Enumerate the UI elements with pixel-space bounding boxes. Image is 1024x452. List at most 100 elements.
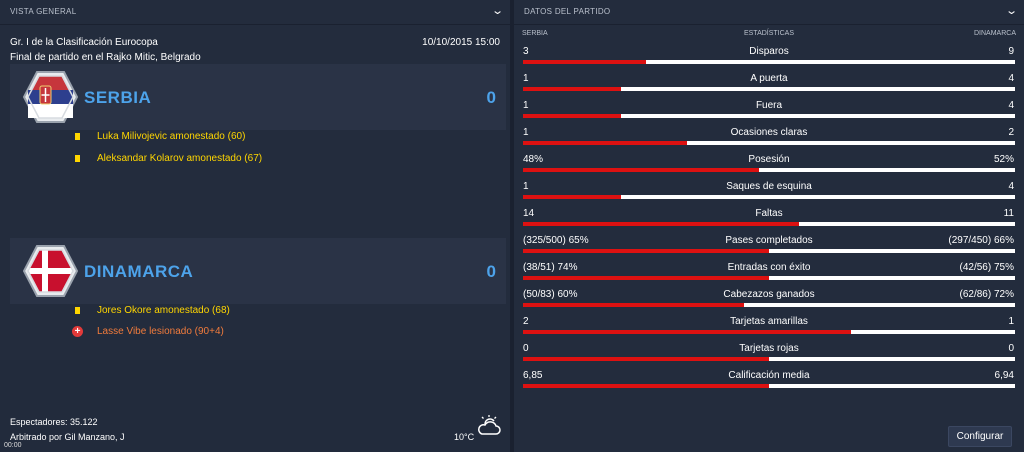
stat-away-value: (42/56) 75%	[959, 262, 1014, 273]
stat-home-value: 2	[523, 316, 529, 327]
overview-title: VISTA GENERAL	[10, 7, 77, 16]
yellow-card-icon	[75, 155, 80, 162]
stat-home-share-fill	[523, 222, 799, 226]
stat-label: Ocasiones claras	[730, 127, 808, 138]
stat-label: Tarjetas rojas	[739, 343, 799, 354]
stat-comparison-bar	[523, 141, 1015, 145]
stat-row: 0 Tarjetas rojas 0	[514, 339, 1024, 366]
stat-row: (38/51) 74% Entradas con éxito (42/56) 75%	[514, 258, 1024, 285]
home-team-score: 0	[486, 88, 496, 107]
competition-name: Gr. I de la Clasificación Eurocopa	[10, 37, 158, 48]
stat-label: Pases completados	[725, 235, 813, 246]
stat-comparison-bar	[523, 357, 1015, 361]
home-event-2-text: Aleksandar Kolarov amonestado (67)	[97, 153, 263, 164]
stat-row: (325/500) 65% Pases completados (297/450) …	[514, 231, 1024, 258]
stat-row: 14 Faltas 11	[514, 204, 1024, 231]
overview-panel: VISTA GENERAL ⌄ Gr. I de la Clasificació…	[0, 0, 510, 452]
stats-home-column-label: SERBIA	[522, 30, 548, 37]
stat-away-value: 2	[1008, 127, 1014, 138]
stat-comparison-bar	[523, 384, 1015, 388]
stat-away-value: 1	[1008, 316, 1014, 327]
stat-home-share-fill	[523, 357, 769, 361]
stat-row: 1 Ocasiones claras 2	[514, 123, 1024, 150]
stat-row: 6,85 Calificación media 6,94	[514, 366, 1024, 393]
yellow-card-icon	[75, 133, 80, 140]
stat-away-value: 6,94	[994, 370, 1014, 381]
stat-row: 1 Saques de esquina 4	[514, 177, 1024, 204]
stat-home-value: 14	[523, 208, 535, 219]
injury-cross-icon: +	[72, 326, 83, 337]
away-team-score: 0	[486, 262, 496, 281]
stat-home-value: (38/51) 74%	[523, 262, 578, 273]
stat-comparison-bar	[523, 249, 1015, 253]
stat-comparison-bar	[523, 87, 1015, 91]
serbia-badge-icon	[23, 71, 78, 123]
stat-away-value: (62/86) 72%	[959, 289, 1014, 300]
match-venue: Final de partido en el Rajko Mitic, Belg…	[10, 52, 201, 63]
stats-column-label: ESTADÍSTICAS	[743, 30, 795, 37]
stat-label: Fuera	[755, 100, 783, 111]
stat-label: Posesión	[748, 154, 790, 165]
stat-home-share-fill	[523, 141, 687, 145]
stat-away-value: 52%	[993, 154, 1014, 165]
stat-row: 2 Tarjetas amarillas 1	[514, 312, 1024, 339]
home-event-1-text: Luka Milivojevic amonestado (60)	[97, 131, 246, 142]
match-footer	[0, 360, 510, 452]
denmark-badge-icon	[23, 245, 78, 297]
stat-home-value: 1	[523, 181, 529, 192]
stat-home-share-fill	[523, 276, 769, 280]
stat-home-value: 3	[523, 46, 529, 57]
stat-label: Cabezazos ganados	[723, 289, 815, 300]
stat-comparison-bar	[523, 114, 1015, 118]
stat-home-value: 0	[523, 343, 529, 354]
stat-label: Calificación media	[728, 370, 810, 381]
temperature: 10°C	[454, 432, 475, 442]
stat-home-share-fill	[523, 195, 622, 199]
home-team-name[interactable]: SERBIA	[84, 88, 152, 107]
match-stats-panel: DATOS DEL PARTIDO ⌄ SERBIA ESTADÍSTICAS …	[514, 0, 1024, 452]
stat-label: Saques de esquina	[726, 181, 812, 192]
stat-comparison-bar	[523, 303, 1015, 307]
stat-away-value: 4	[1008, 181, 1014, 192]
configure-button[interactable]: Configurar	[948, 426, 1012, 447]
stat-label: Faltas	[755, 208, 783, 219]
away-event-1-text: Jores Okore amonestado (68)	[97, 305, 230, 316]
stat-away-value: 0	[1008, 343, 1014, 354]
stat-home-value: 6,85	[523, 370, 543, 381]
stat-comparison-bar	[523, 60, 1015, 64]
stat-home-share-fill	[523, 384, 769, 388]
stat-row: 1 A puerta 4	[514, 69, 1024, 96]
stat-row: 3 Disparos 9	[514, 42, 1024, 69]
referee: Arbitrado por Gil Manzano, J	[10, 432, 125, 442]
stats-collapse-chevron-icon[interactable]: ⌄	[1004, 5, 1018, 17]
overview-collapse-chevron-icon[interactable]: ⌄	[490, 5, 504, 17]
stat-comparison-bar	[523, 330, 1015, 334]
stat-comparison-bar	[523, 276, 1015, 280]
stat-comparison-bar	[523, 195, 1015, 199]
stat-home-value: (50/83) 60%	[523, 289, 578, 300]
stat-row: (50/83) 60% Cabezazos ganados (62/86) 72%	[514, 285, 1024, 312]
stat-away-value: 9	[1008, 46, 1014, 57]
stat-away-value: 4	[1008, 73, 1014, 84]
stat-home-value: 1	[523, 127, 529, 138]
stat-home-share-fill	[523, 60, 646, 64]
away-team-block[interactable]: DINAMARCA 0	[10, 238, 506, 304]
stat-away-value: 4	[1008, 100, 1014, 111]
stat-comparison-bar	[523, 222, 1015, 226]
stats-away-column-label: DINAMARCA	[973, 30, 1016, 37]
stat-comparison-bar	[523, 168, 1015, 172]
home-team-block[interactable]: SERBIA 0	[10, 64, 506, 130]
away-team-name[interactable]: DINAMARCA	[84, 262, 194, 281]
stat-label: Entradas con éxito	[727, 262, 811, 273]
stat-home-share-fill	[523, 249, 769, 253]
spectators: Espectadores: 35.122	[10, 417, 98, 427]
stat-home-value: 1	[523, 73, 529, 84]
stat-away-value: 11	[1003, 208, 1014, 219]
stat-row: 1 Fuera 4	[514, 96, 1024, 123]
stat-home-share-fill	[523, 87, 622, 91]
stat-away-value: (297/450) 66%	[948, 235, 1014, 246]
overview-header: VISTA GENERAL ⌄	[0, 0, 510, 25]
stats-header: DATOS DEL PARTIDO ⌄	[514, 0, 1024, 25]
stat-home-value: (325/500) 65%	[523, 235, 589, 246]
stat-label: A puerta	[750, 73, 788, 84]
